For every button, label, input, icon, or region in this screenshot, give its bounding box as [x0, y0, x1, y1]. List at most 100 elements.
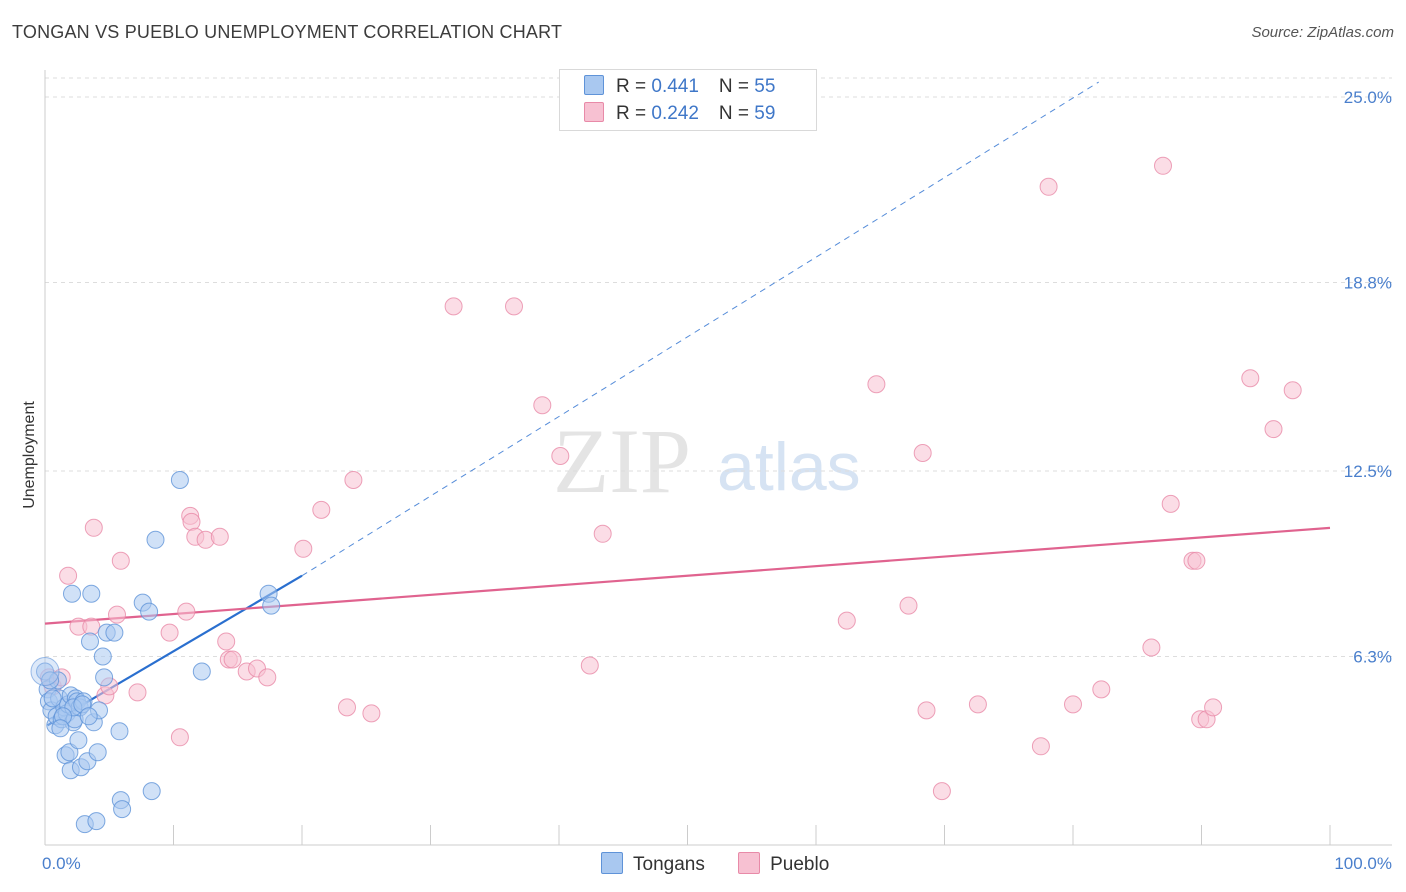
tongans-n-label: N =	[718, 76, 755, 97]
pueblo-legend-label: Pueblo	[770, 854, 830, 875]
pueblo-point-37	[899, 596, 918, 615]
pueblo-point-47	[1154, 156, 1172, 175]
trend-lines	[44, 81, 1331, 727]
pueblo-point-3	[59, 566, 78, 585]
watermark: ZIP atlas	[553, 410, 861, 512]
pueblo-point-28	[344, 471, 363, 489]
watermark-atlas: atlas	[717, 429, 861, 505]
tongans-legend-swatch	[601, 852, 623, 874]
pueblo-point-12	[160, 623, 179, 642]
pueblo-point-34	[580, 656, 599, 675]
pueblo-point-24	[258, 668, 277, 687]
x-tick-label-min: 0.0%	[42, 854, 81, 873]
pueblo-point-21	[223, 650, 242, 669]
tongans-swatch	[584, 75, 604, 95]
tongans-r-label: R =	[616, 76, 652, 97]
tongans-point-37	[110, 722, 129, 741]
tongans-n-value: 55	[754, 76, 776, 97]
watermark-zip: ZIP	[553, 410, 691, 512]
tongans-point-cluster	[30, 656, 60, 686]
pueblo-point-53	[1204, 698, 1223, 717]
series-legend: Tongans Pueblo	[601, 852, 857, 876]
pueblo-point-35	[837, 611, 856, 630]
pueblo-point-26	[312, 500, 331, 519]
tongans-point-21	[69, 731, 88, 750]
pueblo-point-55	[1264, 420, 1283, 439]
pueblo-point-10	[111, 551, 130, 570]
tongans-point-27	[81, 632, 99, 651]
pueblo-n-value: 59	[754, 103, 776, 124]
pueblo-point-30	[444, 297, 463, 316]
pueblo-point-29	[362, 704, 381, 723]
tongans-point-42	[142, 782, 161, 801]
tongans-point-36	[105, 623, 124, 642]
pueblo-point-16	[182, 512, 201, 531]
tongans-point-30	[87, 812, 106, 831]
pueblo-point-42	[1031, 737, 1050, 756]
tongans-point-45	[170, 471, 189, 489]
tongans-point-34	[95, 668, 114, 687]
tongans-point-53	[51, 719, 70, 738]
tongans-point-52	[79, 707, 98, 726]
pueblo-point-33	[593, 524, 612, 543]
tongans-trend-extension	[301, 81, 1099, 577]
pueblo-legend-swatch	[738, 852, 761, 874]
legend-row-tongans: R = 0.441 N = 55	[584, 75, 775, 101]
pueblo-point-44	[1064, 695, 1082, 714]
tongans-point-41	[140, 602, 159, 621]
tongans-r-value: 0.441	[651, 76, 699, 97]
y-axis-label: Unemployment	[21, 401, 38, 509]
tick-labels: 6.3% 12.5% 18.8% 25.0% 0.0% 100.0%	[42, 88, 1392, 873]
x-tick-label-max: 100.0%	[1334, 854, 1392, 873]
pueblo-point-32	[533, 396, 552, 415]
pueblo-point-40	[932, 782, 951, 801]
tongans-point-43	[146, 530, 165, 549]
tongans-point-54	[41, 671, 60, 690]
tongans-point-44	[192, 662, 211, 681]
grid	[45, 77, 1392, 658]
legend-row-pueblo: R = 0.242 N = 59	[584, 102, 775, 128]
y-tick-label-2: 18.8%	[1344, 274, 1392, 293]
chart-source: Source: ZipAtlas.com	[1251, 24, 1394, 41]
pueblo-point-27	[338, 698, 356, 717]
pueblo-r-value: 0.242	[651, 103, 699, 124]
tongans-point-13	[60, 743, 79, 762]
pueblo-point-54	[1241, 369, 1260, 388]
pueblo-point-31	[505, 297, 523, 316]
correlation-legend: R = 0.441 N = 55 R = 0.242 N = 59	[559, 69, 817, 131]
legend-item-tongans[interactable]: Tongans	[601, 852, 705, 876]
pueblo-point-25	[294, 539, 313, 558]
pueblo-point-39	[917, 701, 936, 720]
tongans-point-33	[93, 647, 112, 666]
y-tick-label-3: 25.0%	[1344, 88, 1392, 107]
pueblo-point-41	[968, 695, 987, 714]
pueblo-n-label: N =	[718, 103, 755, 124]
pueblo-point-57	[210, 527, 229, 546]
pueblo-trend-line	[44, 526, 1331, 625]
pueblo-point-19	[217, 632, 236, 651]
data-points	[30, 156, 1302, 834]
pueblo-point-5	[84, 518, 103, 537]
pueblo-point-45	[1092, 680, 1111, 699]
y-tick-label-1: 12.5%	[1344, 462, 1392, 481]
pueblo-point-11	[128, 683, 147, 702]
pueblo-point-38	[913, 444, 932, 462]
pueblo-point-6	[82, 617, 101, 636]
legend-item-pueblo[interactable]: Pueblo	[738, 852, 829, 876]
tongans-legend-label: Tongans	[633, 854, 705, 875]
tongans-point-28	[82, 584, 101, 603]
pueblo-swatch	[584, 102, 604, 122]
pueblo-point-9	[108, 605, 126, 624]
chart-title: TONGAN VS PUEBLO UNEMPLOYMENT CORRELATIO…	[12, 22, 563, 42]
tongans-point-47	[262, 596, 281, 615]
pueblo-point-43	[1039, 177, 1058, 196]
y-tick-label-0: 6.3%	[1353, 648, 1392, 667]
pueblo-point-14	[177, 602, 196, 621]
pueblo-point-36	[867, 375, 886, 394]
pueblo-point-13	[170, 728, 189, 747]
tongans-point-51	[43, 689, 62, 708]
tongans-point-16	[63, 584, 81, 603]
pueblo-r-label: R =	[616, 103, 652, 124]
tongans-point-31	[88, 743, 107, 762]
